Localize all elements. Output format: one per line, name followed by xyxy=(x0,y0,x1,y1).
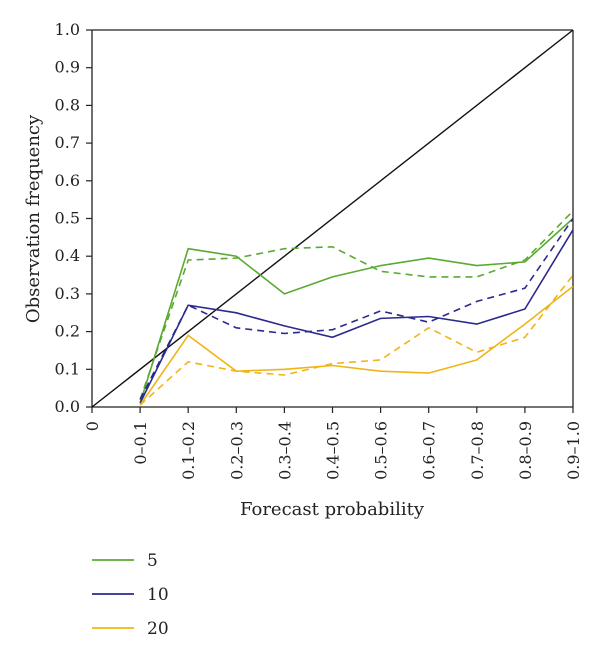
x-tick-label: 0.6–0.7 xyxy=(420,421,439,480)
y-tick-label: 0.2 xyxy=(55,322,80,341)
x-tick-label: 0.3–0.4 xyxy=(275,421,294,480)
x-tick-label: 0.8–0.9 xyxy=(516,421,535,480)
y-axis-title: Observation frequency xyxy=(23,114,44,323)
x-tick-label: 0.2–0.3 xyxy=(227,421,246,480)
x-tick-label: 0.7–0.8 xyxy=(468,421,487,480)
x-tick-label: 0.4–0.5 xyxy=(324,421,343,480)
y-tick-label: 0.4 xyxy=(55,246,80,265)
y-tick-label: 0.5 xyxy=(55,209,80,228)
x-tick-label: 0–0.1 xyxy=(131,421,150,465)
x-axis-title: Forecast probability xyxy=(240,499,425,520)
legend-label-5: 5 xyxy=(147,551,158,571)
series-line-5-dashed xyxy=(139,210,574,400)
perfect-reliability-diagonal xyxy=(91,29,574,408)
x-tick-label: 0 xyxy=(83,421,102,431)
legend-label-10: 10 xyxy=(147,585,169,605)
y-tick-label: 0.3 xyxy=(55,284,80,303)
series-layer xyxy=(139,210,574,406)
plot-area xyxy=(91,29,574,408)
x-tick-label: 0.1–0.2 xyxy=(179,421,198,480)
x-axis-ticks: 0 0–0.1 0.1–0.2 0.2–0.3 0.3–0.4 0.4–0.5 0.5–0.… xyxy=(83,407,583,480)
legend: 5 10 20 xyxy=(92,551,169,639)
x-tick-label: 0.5–0.6 xyxy=(372,421,391,480)
legend-label-20: 20 xyxy=(147,619,169,639)
y-axis-ticks: 0.0 0.1 0.2 0.3 0.4 0.5 0.6 0.7 0.8 0.9 1.0 xyxy=(55,20,92,416)
y-tick-label: 0.7 xyxy=(55,133,80,152)
x-tick-label: 0.9–1.0 xyxy=(564,421,583,480)
y-tick-label: 0.8 xyxy=(55,95,80,114)
series-line-5-solid xyxy=(139,217,574,404)
y-tick-label: 1.0 xyxy=(55,20,80,39)
y-tick-label: 0.9 xyxy=(55,58,80,77)
y-tick-label: 0.0 xyxy=(55,397,80,416)
series-line-20-solid xyxy=(139,285,574,406)
series-line-10-solid xyxy=(139,229,574,404)
y-tick-label: 0.1 xyxy=(55,359,80,378)
series-line-20-dashed xyxy=(139,274,574,406)
y-tick-label: 0.6 xyxy=(55,171,80,190)
series-line-10-dashed xyxy=(139,218,574,400)
